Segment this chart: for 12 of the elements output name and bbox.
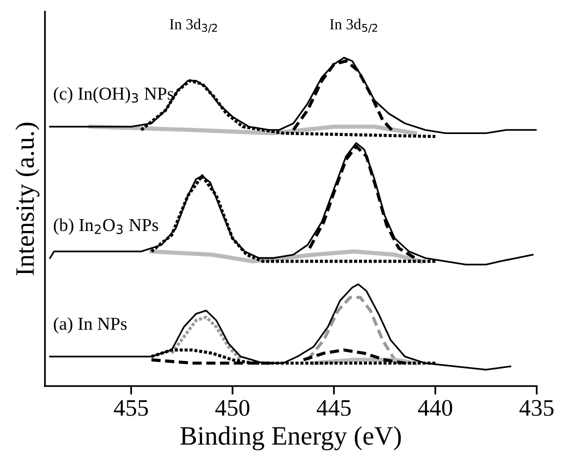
x-tick-label: 450 [215, 400, 250, 416]
x-tick-label: 435 [519, 400, 554, 416]
series-label: (b) In$_{2}$O$_{3}$ NPs [54, 218, 158, 235]
x-tick-label: 455 [114, 400, 148, 416]
text: In 3d$_{3/2}$ [170, 18, 217, 33]
x-tick-label: 445 [316, 400, 351, 416]
text: In 3d$_{5/2}$ [330, 18, 378, 33]
x-tick-label: 440 [418, 400, 452, 416]
series-label: (a) In NPs [54, 317, 127, 334]
x-axis-title: Binding Energy (eV) [180, 426, 401, 450]
y-axis-title: Intensity (a.u.) [15, 122, 40, 276]
series-label: (c) In(OH)$_{3}$ NPs [54, 87, 174, 104]
